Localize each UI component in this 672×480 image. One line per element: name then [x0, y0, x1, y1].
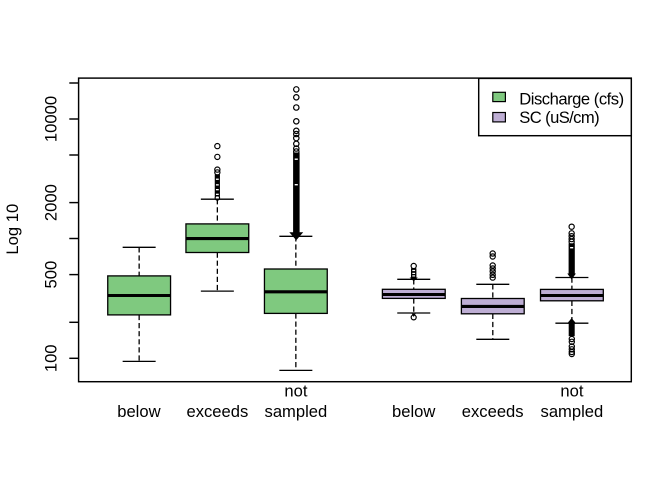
svg-text:10000: 10000 [41, 96, 60, 142]
svg-text:sampled: sampled [265, 402, 328, 421]
svg-text:sampled: sampled [541, 402, 604, 421]
svg-text:below: below [392, 402, 436, 421]
svg-text:Log 10: Log 10 [3, 204, 22, 255]
svg-text:not: not [560, 382, 583, 401]
svg-text:exceeds: exceeds [186, 402, 248, 421]
svg-text:500: 500 [41, 261, 60, 289]
svg-text:100: 100 [41, 344, 60, 372]
svg-text:exceeds: exceeds [462, 402, 524, 421]
svg-text:below: below [117, 402, 161, 421]
svg-text:Discharge (cfs): Discharge (cfs) [519, 90, 624, 109]
svg-text:2000: 2000 [41, 184, 60, 221]
svg-text:SC (uS/cm): SC (uS/cm) [519, 108, 599, 127]
svg-text:not: not [284, 382, 307, 401]
